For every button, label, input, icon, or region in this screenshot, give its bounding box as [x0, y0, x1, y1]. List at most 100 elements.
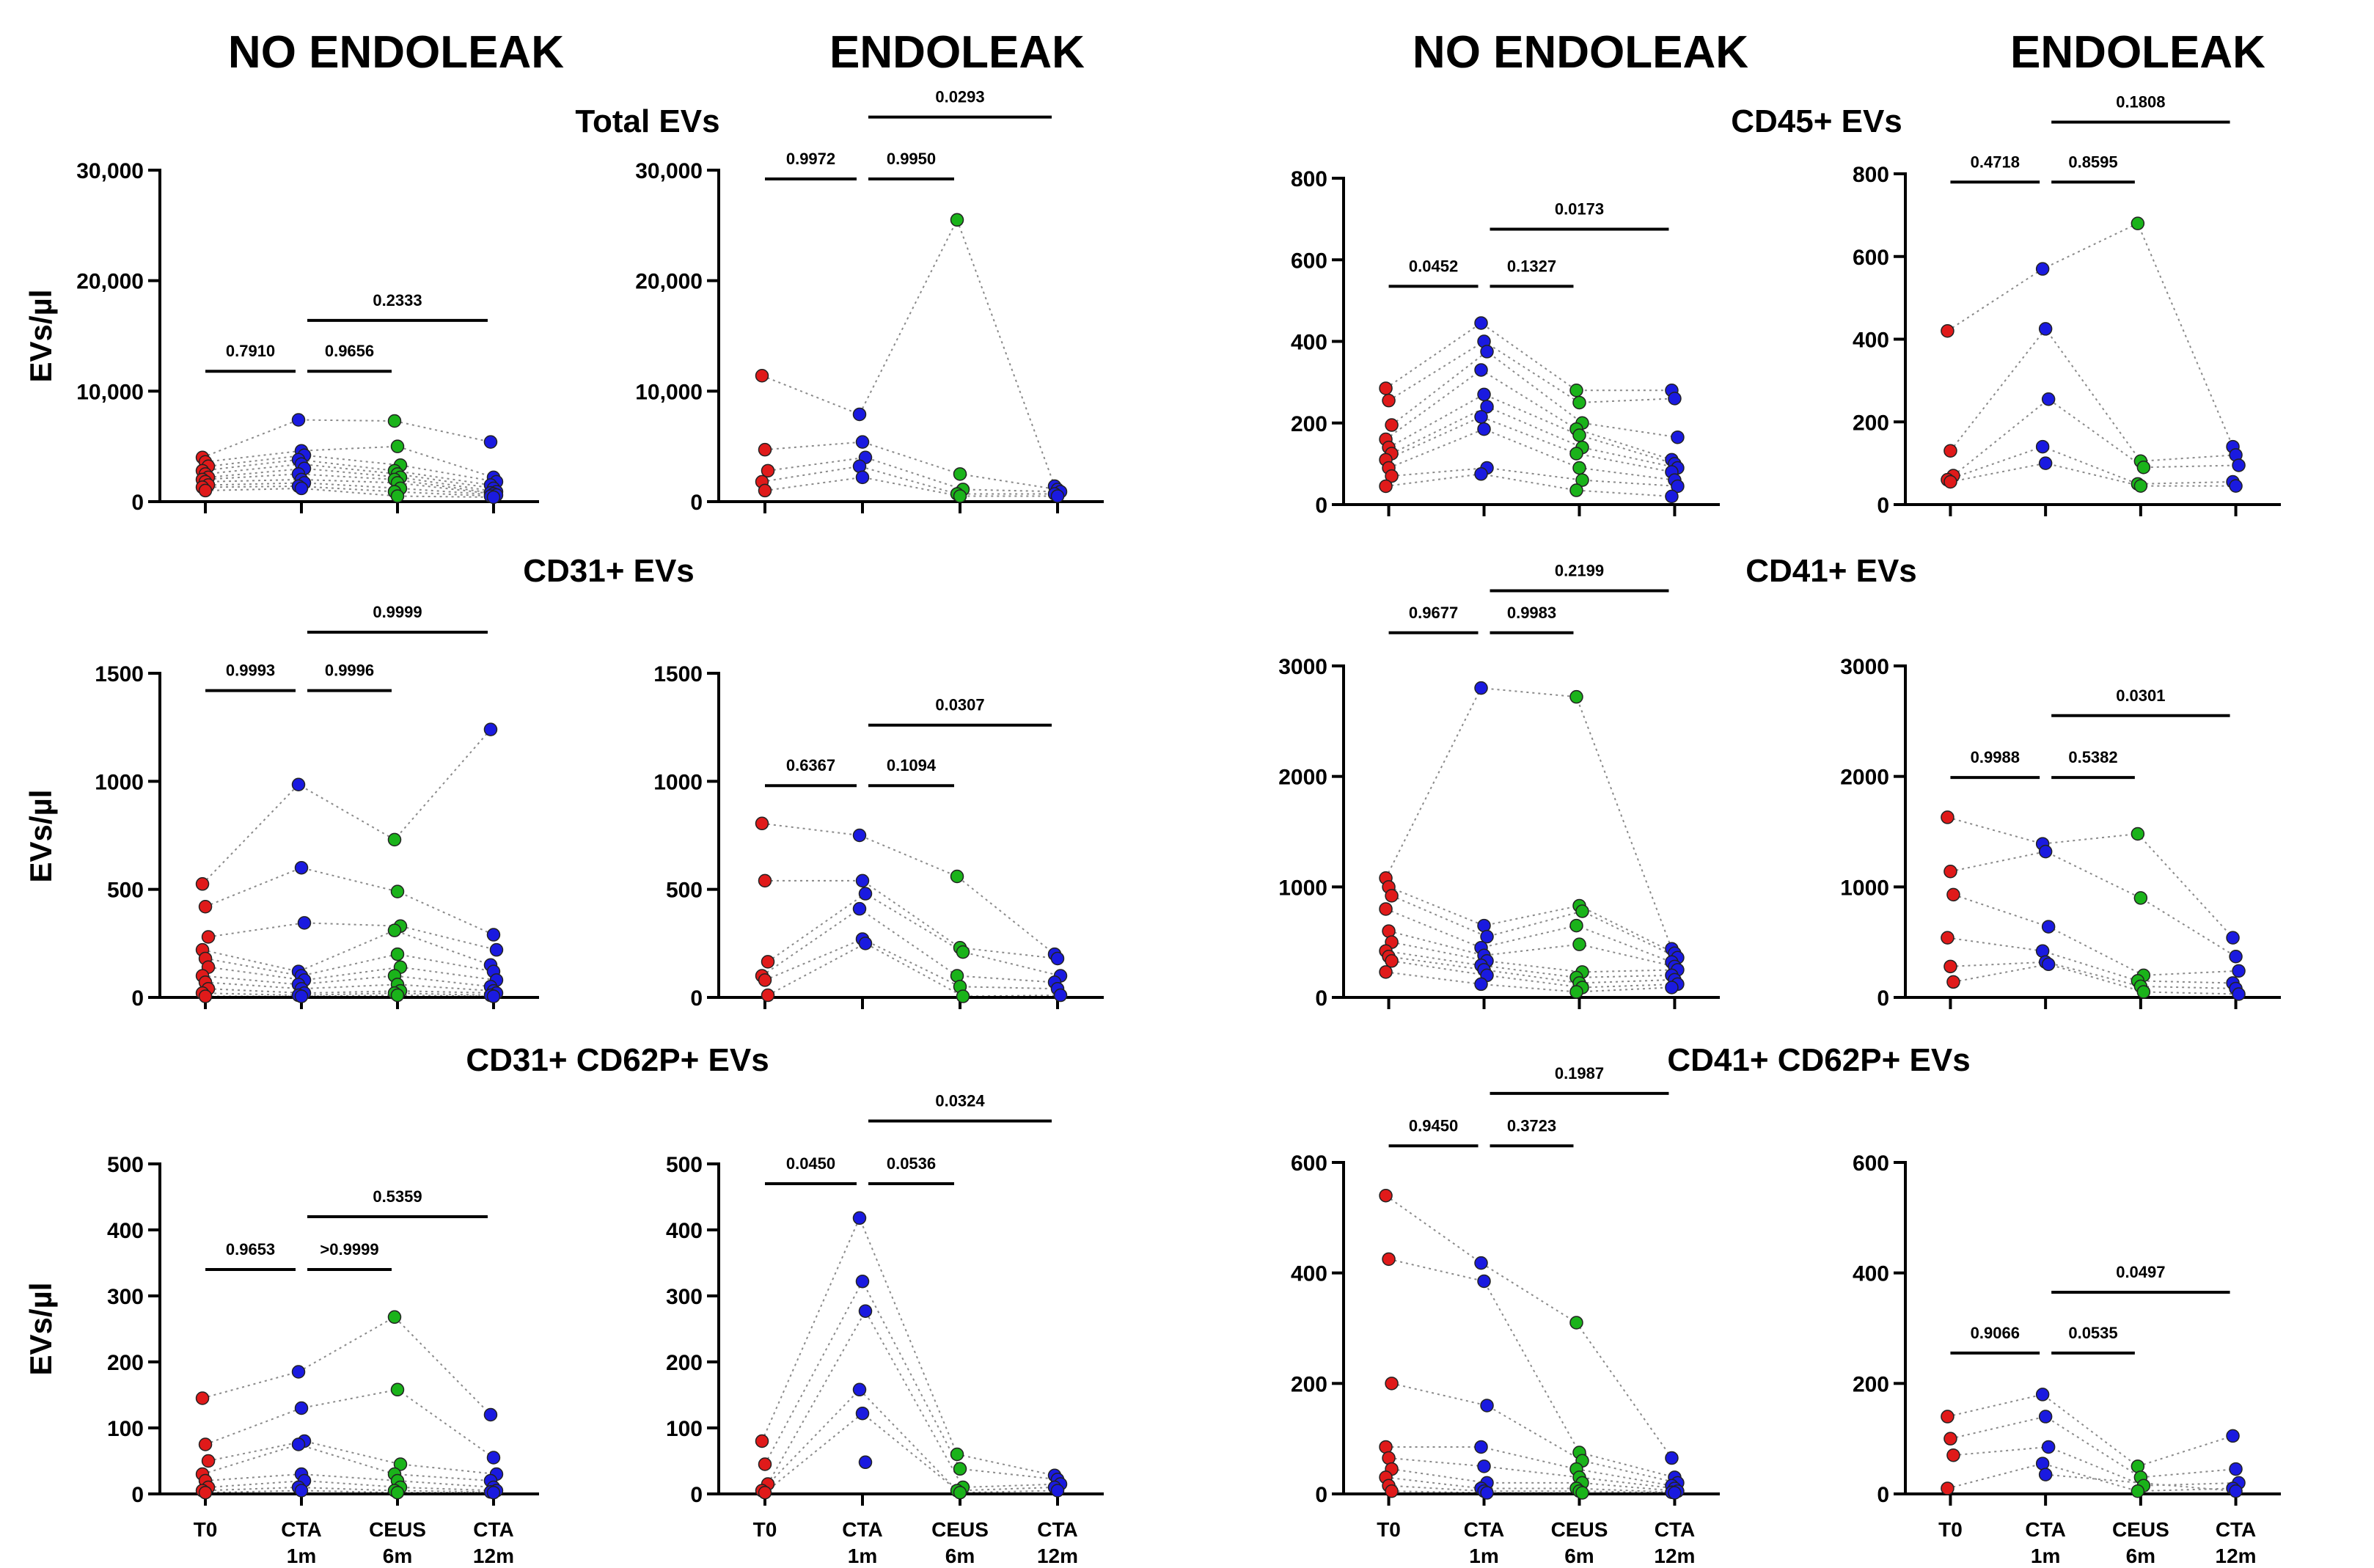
y-tick-label: 0 [1877, 1483, 1889, 1507]
p-value-label: 0.5382 [2068, 748, 2117, 766]
link-line [205, 981, 494, 992]
data-point [1569, 447, 1583, 461]
data-point [1385, 954, 1399, 968]
x-tick-label: T0 [1938, 1518, 1963, 1541]
y-tick-label: 0 [1315, 986, 1327, 1011]
data-point [2035, 944, 2050, 958]
p-value-label: 0.0452 [1409, 257, 1458, 275]
data-point [855, 1406, 870, 1421]
data-point [1946, 887, 1960, 902]
link-line [1950, 462, 2236, 487]
data-point [1474, 1256, 1488, 1270]
y-tick-label: 600 [1291, 1151, 1327, 1176]
data-point [1943, 444, 1957, 458]
link-line [1385, 416, 1672, 473]
data-point [1943, 475, 1957, 489]
y-tick-label: 200 [1853, 411, 1889, 435]
cd41cd62-panel-endoleak: 0 200 400 600 T0 CTA 1m CEUS 6m CTA 12m 0.9066 0.053… [1853, 1151, 2281, 1567]
data-point [2035, 439, 2050, 454]
link-line [1388, 340, 1675, 403]
p-value-label: >0.9999 [320, 1240, 378, 1259]
y-tick-label: 0 [1315, 1483, 1327, 1507]
data-point [2131, 216, 2145, 230]
p-value-label: 0.0307 [935, 696, 984, 714]
link-line [767, 893, 1061, 977]
cd45-panel-endoleak: 0 200 400 600 800 0.4718 0.8595 0.1808 [1853, 93, 2281, 518]
data-point [761, 464, 775, 478]
header-endoleak-right: ENDOLEAK [2010, 27, 2265, 78]
link-line [1947, 937, 2233, 984]
p-value-label: 0.0324 [935, 1092, 985, 1110]
data-point [2131, 1484, 2145, 1498]
data-point [758, 1457, 772, 1471]
data-point [855, 435, 870, 449]
link-line [1388, 1457, 1675, 1490]
y-tick-label: 500 [666, 879, 703, 903]
link-line [205, 1490, 494, 1494]
data-point [1665, 1451, 1679, 1465]
data-point [858, 887, 873, 901]
data-point [855, 1274, 870, 1289]
p-value-label: 0.9950 [887, 150, 936, 168]
x-tick-label: 12m [2216, 1545, 2257, 1567]
data-point [2131, 1459, 2145, 1473]
data-point [1671, 430, 1685, 444]
data-point [483, 435, 498, 449]
data-point [758, 973, 772, 987]
data-point [1665, 489, 1679, 504]
data-point [1668, 392, 1682, 406]
data-point [1382, 1451, 1396, 1465]
cd41-panel-no-endoleak: 0 1000 2000 3000 0.9677 0.9983 0.2199 [1278, 562, 1720, 1011]
p-value-label: 0.0536 [887, 1154, 936, 1173]
link-line [767, 1309, 1061, 1489]
link-line [1388, 956, 1675, 984]
data-point [1477, 1459, 1491, 1473]
p-value-label: 0.2333 [373, 291, 422, 309]
y-axis-label: EVs/µl [23, 1283, 58, 1376]
y-tick-label: 1000 [1278, 876, 1327, 900]
data-point [390, 489, 405, 503]
cd41-panel-endoleak: 0 1000 2000 3000 0.9988 0.5382 0.0301 [1840, 655, 2281, 1011]
title-total-evs: Total EVs [575, 103, 719, 139]
p-value-label: 0.7910 [226, 342, 275, 360]
x-tick-label: T0 [1377, 1518, 1401, 1541]
p-value-label: 0.1094 [887, 756, 937, 774]
y-tick-label: 2000 [1840, 766, 1889, 790]
data-point [387, 1310, 402, 1325]
data-point [486, 1451, 501, 1465]
y-tick-label: 0 [690, 986, 703, 1011]
data-point [758, 483, 772, 498]
data-point [1480, 1486, 1494, 1500]
p-value-label: 0.0173 [1555, 200, 1604, 219]
p-value-label: 0.1327 [1507, 257, 1556, 275]
p-value-label: 0.9996 [325, 662, 374, 680]
link-line [202, 485, 491, 497]
data-point [291, 413, 306, 427]
x-tick-label: CEUS [1551, 1518, 1608, 1541]
y-tick-label: 20,000 [76, 270, 144, 294]
y-tick-label: 0 [690, 491, 703, 515]
data-point [390, 884, 405, 898]
data-point [1943, 864, 1957, 879]
link-line [1391, 1382, 1678, 1484]
y-tick-label: 30,000 [635, 159, 703, 183]
link-line [208, 454, 497, 483]
link-line [761, 822, 1055, 955]
data-point [294, 481, 309, 496]
x-tick-label: 1m [287, 1545, 316, 1567]
p-value-label: 0.9993 [226, 662, 275, 680]
data-point [758, 873, 772, 888]
data-point [1569, 985, 1583, 999]
link-line [202, 929, 491, 972]
data-point [2041, 1440, 2056, 1454]
link-line [1385, 971, 1672, 993]
data-point [2038, 844, 2053, 859]
data-point [1671, 479, 1685, 494]
data-point [755, 1434, 769, 1448]
data-point [291, 1437, 306, 1451]
link-line [1388, 1258, 1675, 1479]
link-line [1946, 222, 2234, 447]
p-value-label: 0.9988 [1971, 748, 2020, 766]
data-point [387, 414, 402, 428]
x-tick-label: 1m [2031, 1545, 2060, 1567]
